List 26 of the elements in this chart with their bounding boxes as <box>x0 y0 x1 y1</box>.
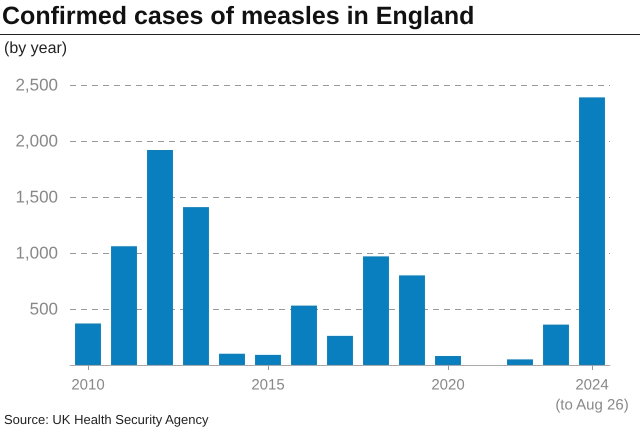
bar <box>435 356 461 365</box>
y-tick-label: 500 <box>30 300 58 318</box>
bar <box>219 354 245 365</box>
y-tick-label: 1,000 <box>15 244 58 262</box>
bar <box>75 324 101 365</box>
bar <box>255 354 281 365</box>
source-note: Source: UK Health Security Agency <box>4 412 208 427</box>
bar <box>579 97 605 365</box>
y-axis-title: (by year) <box>4 40 68 58</box>
bar <box>183 207 209 365</box>
chart-title: Confirmed cases of measles in England <box>2 2 474 31</box>
y-tick-label: 2,000 <box>15 132 58 150</box>
bar <box>291 306 317 365</box>
x-tick-label: 2010 <box>71 376 105 394</box>
y-tick-label: 2,500 <box>15 76 58 94</box>
bar <box>399 275 425 365</box>
x-tick-label: 2015 <box>251 376 285 394</box>
x-tick-label: 2024 (to Aug 26) <box>555 376 629 414</box>
bar <box>507 359 533 365</box>
bar <box>327 336 353 365</box>
bar <box>543 324 569 365</box>
x-tick-label: 2020 <box>431 376 465 394</box>
y-tick-label: 1,500 <box>15 188 58 206</box>
bar <box>363 256 389 365</box>
bar <box>147 150 173 365</box>
bar <box>111 246 137 365</box>
